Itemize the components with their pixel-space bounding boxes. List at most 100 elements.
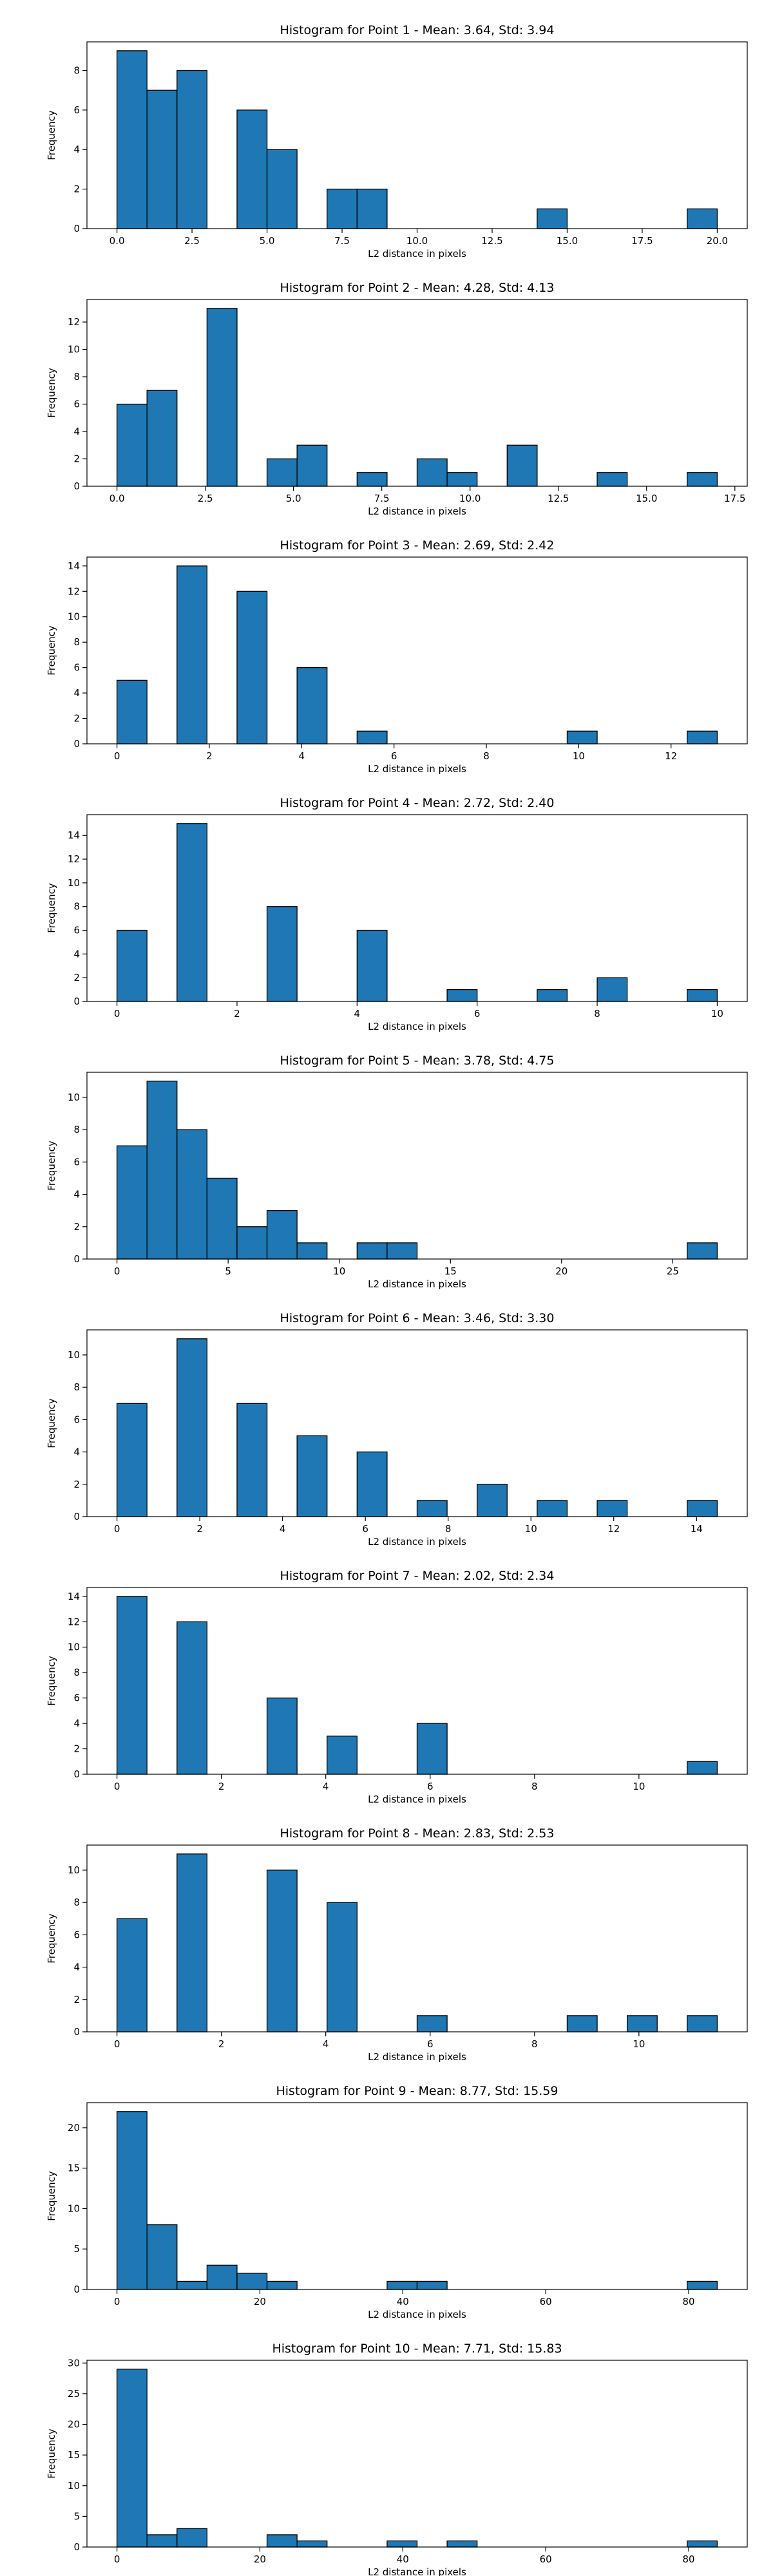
histogram-bar	[566, 2015, 598, 2032]
histogram-bar	[296, 444, 328, 487]
histogram-bar	[296, 1242, 328, 1260]
histogram-bar	[327, 1736, 358, 1775]
x-axis-label: L2 distance in pixels	[368, 2309, 466, 2320]
x-tick-label: 8	[483, 750, 490, 762]
histogram-svg-10: Histogram for Point 10 - Mean: 7.71, Std…	[46, 2342, 748, 2576]
y-tick-label: 8	[73, 64, 80, 76]
x-tick-label: 2.5	[184, 235, 200, 247]
y-tick-label: 8	[73, 901, 80, 913]
chart-title: Histogram for Point 4 - Mean: 2.72, Std:…	[280, 796, 555, 810]
histogram-bar	[177, 1853, 208, 2032]
histogram-bar	[446, 472, 478, 487]
x-axis-label: L2 distance in pixels	[368, 763, 466, 775]
histogram-bar	[687, 2280, 718, 2290]
histogram-svg-5: Histogram for Point 5 - Mean: 3.78, Std:…	[46, 1054, 748, 1290]
y-tick-label: 0	[73, 2541, 80, 2553]
x-axis-label: L2 distance in pixels	[368, 1794, 466, 1805]
y-tick-label: 2	[73, 1743, 80, 1755]
histogram-bar	[177, 1338, 208, 1517]
histogram-bar	[116, 50, 148, 229]
histogram-bar	[327, 188, 358, 229]
histogram-bar	[356, 188, 388, 229]
chart-title: Histogram for Point 7 - Mean: 2.02, Std:…	[280, 1569, 555, 1583]
x-tick-label: 6	[427, 2038, 434, 2050]
histogram-bar	[266, 1210, 298, 1260]
y-axis-label: Frequency	[46, 1656, 57, 1706]
x-axis-label: L2 distance in pixels	[368, 506, 466, 517]
histogram-bar	[596, 977, 628, 1002]
x-tick-label: 14	[691, 1523, 703, 1535]
histogram-svg-2: Histogram for Point 2 - Mean: 4.28, Std:…	[46, 281, 748, 517]
y-tick-label: 0	[73, 1768, 80, 1780]
y-tick-label: 0	[73, 480, 80, 492]
histogram-bar	[177, 70, 208, 229]
y-tick-label: 2	[73, 184, 80, 195]
x-tick-label: 2	[234, 1008, 240, 1019]
x-tick-label: 4	[280, 1523, 286, 1535]
x-tick-label: 6	[391, 750, 397, 762]
x-axis-label: L2 distance in pixels	[368, 2051, 466, 2063]
x-tick-label: 8	[445, 1523, 452, 1535]
histogram-bar	[596, 472, 628, 487]
x-tick-label: 10	[633, 1781, 645, 1792]
x-tick-label: 20	[254, 2296, 266, 2307]
x-tick-label: 2	[206, 750, 213, 762]
histogram-svg-7: Histogram for Point 7 - Mean: 2.02, Std:…	[46, 1569, 748, 1805]
y-tick-label: 8	[73, 371, 80, 383]
y-tick-label: 10	[68, 1642, 80, 1653]
chart-title: Histogram for Point 3 - Mean: 2.69, Std:…	[280, 538, 555, 553]
x-tick-label: 20	[555, 1265, 568, 1277]
histogram-panel-7: Histogram for Point 7 - Mean: 2.02, Std:…	[0, 1546, 773, 1805]
histogram-bar	[266, 149, 298, 229]
y-tick-label: 12	[68, 316, 80, 328]
histogram-bar	[416, 458, 448, 487]
y-tick-label: 0	[73, 996, 80, 1007]
histogram-panel-2: Histogram for Point 2 - Mean: 4.28, Std:…	[0, 258, 773, 517]
y-tick-label: 14	[68, 560, 80, 572]
chart-title: Histogram for Point 5 - Mean: 3.78, Std:…	[280, 1054, 555, 1068]
y-tick-label: 0	[73, 1511, 80, 1522]
histogram-bar	[537, 1500, 568, 1517]
y-tick-label: 0	[73, 2284, 80, 2295]
y-tick-label: 8	[73, 636, 80, 648]
x-tick-label: 0	[114, 2296, 120, 2307]
histogram-bar	[116, 403, 148, 487]
y-tick-label: 8	[73, 1897, 80, 1908]
histogram-panel-9: Histogram for Point 9 - Mean: 8.77, Std:…	[0, 2061, 773, 2320]
chart-title: Histogram for Point 2 - Mean: 4.28, Std:…	[280, 281, 555, 295]
y-tick-label: 5	[73, 2243, 80, 2255]
histogram-bar	[177, 1129, 208, 1260]
histogram-panel-4: Histogram for Point 4 - Mean: 2.72, Std:…	[0, 773, 773, 1032]
histogram-svg-4: Histogram for Point 4 - Mean: 2.72, Std:…	[46, 796, 748, 1032]
histogram-bar	[296, 2540, 328, 2548]
y-axis-label: Frequency	[46, 1141, 57, 1191]
y-tick-label: 10	[68, 344, 80, 355]
y-tick-label: 0	[73, 738, 80, 750]
histogram-bar	[356, 472, 388, 487]
histogram-bar	[116, 929, 148, 1002]
histogram-bar	[416, 2280, 448, 2290]
y-tick-label: 10	[68, 2480, 80, 2492]
x-tick-label: 6	[474, 1008, 481, 1019]
y-tick-label: 8	[73, 1381, 80, 1393]
x-tick-label: 10	[711, 1008, 723, 1019]
histogram-bar	[116, 1145, 148, 1260]
y-axis-label: Frequency	[46, 1398, 57, 1448]
histogram-bar	[687, 730, 718, 744]
histogram-bar	[266, 1697, 298, 1775]
chart-title: Histogram for Point 10 - Mean: 7.71, Std…	[272, 2342, 562, 2356]
x-tick-label: 0	[114, 2038, 120, 2050]
y-tick-label: 15	[68, 2163, 80, 2174]
x-tick-label: 60	[540, 2553, 552, 2565]
x-tick-label: 17.5	[724, 493, 745, 504]
histogram-svg-9: Histogram for Point 9 - Mean: 8.77, Std:…	[46, 2084, 748, 2320]
x-tick-label: 12.5	[481, 235, 502, 247]
histogram-bar	[146, 2224, 178, 2290]
histogram-bar	[506, 444, 538, 487]
y-axis-label: Frequency	[46, 110, 57, 160]
y-tick-label: 15	[68, 2449, 80, 2461]
axes-frame	[86, 1844, 748, 2032]
x-tick-label: 5.0	[260, 235, 275, 247]
x-tick-label: 20	[254, 2553, 266, 2565]
